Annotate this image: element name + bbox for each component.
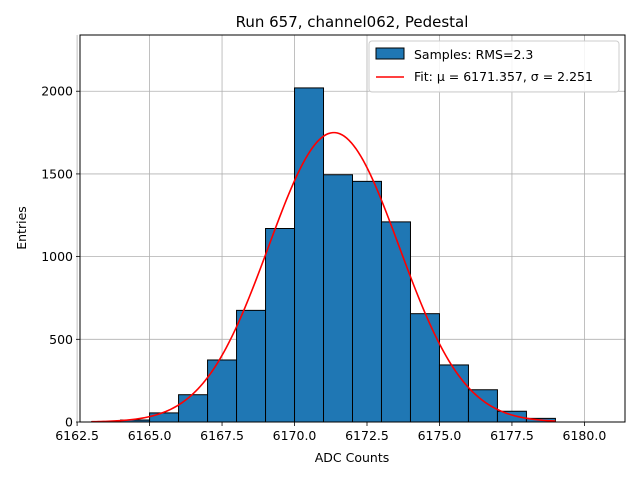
histogram-bar	[149, 412, 180, 423]
y-tick-label: 2000	[41, 84, 73, 99]
x-tick-label: 6165.0	[128, 428, 172, 443]
histogram-bar	[380, 221, 411, 423]
histogram-bar	[467, 389, 498, 423]
histogram-bars	[91, 87, 556, 423]
histogram-bar	[178, 394, 209, 423]
x-tick-label: 6162.5	[55, 428, 99, 443]
x-tick-label: 6175.0	[418, 428, 462, 443]
legend-label-samples: Samples: RMS=2.3	[414, 47, 533, 62]
histogram-bar	[409, 313, 440, 423]
legend-swatch-samples	[375, 47, 405, 60]
y-tick-label: 1500	[41, 166, 73, 181]
y-tick-label: 500	[49, 332, 73, 347]
legend-label-fit: Fit: μ = 6171.357, σ = 2.251	[414, 69, 593, 84]
histogram-bar	[323, 174, 354, 423]
plot-frame	[79, 34, 626, 423]
fit-curve	[91, 131, 556, 423]
histogram-bar	[236, 309, 267, 423]
x-tick-label: 6180.0	[563, 428, 607, 443]
x-tick-label: 6177.5	[490, 428, 534, 443]
x-tick-label: 6170.0	[273, 428, 317, 443]
x-axis-ticks: 6162.5 6165.0 6167.5 6170.0 6172.5 6175.0 6177…	[55, 422, 606, 443]
histogram-bar	[265, 228, 296, 423]
x-tick-label: 6172.5	[345, 428, 389, 443]
y-tick-label: 0	[65, 415, 73, 430]
legend: Samples: RMS=2.3 Fit: μ = 6171.357, σ = …	[368, 40, 620, 93]
histogram-bar	[438, 364, 469, 423]
x-tick-label: 6167.5	[200, 428, 244, 443]
histogram-bar	[496, 410, 527, 423]
legend-frame	[368, 40, 620, 93]
x-axis-label: ADC Counts	[315, 450, 390, 465]
y-tick-label: 1000	[41, 249, 73, 264]
histogram-bar	[207, 359, 238, 423]
histogram-bar	[352, 180, 382, 423]
y-axis-label: Entries	[14, 206, 29, 250]
histogram-bar	[294, 87, 325, 423]
y-axis-ticks: 0 500 1000 1500 2000	[41, 84, 80, 430]
chart-title: Run 657, channel062, Pedestal	[236, 13, 469, 31]
